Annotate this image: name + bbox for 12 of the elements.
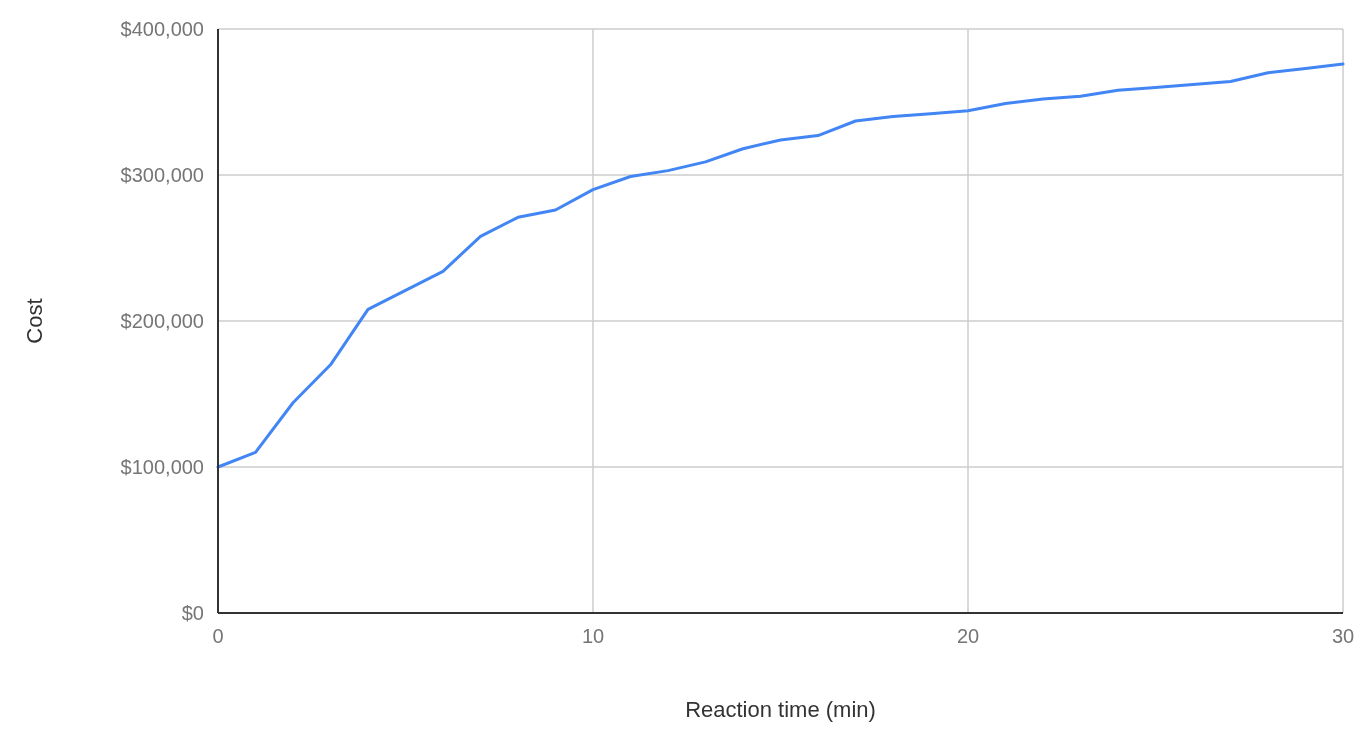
- y-tick-label: $0: [181, 602, 204, 624]
- y-tick-label: $300,000: [120, 164, 204, 186]
- y-tick-label: $400,000: [120, 18, 204, 40]
- y-tick-label: $200,000: [120, 310, 204, 332]
- line-series: [216, 62, 1345, 469]
- y-axis-title: Cost: [22, 298, 47, 344]
- x-tick-label: 0: [212, 625, 224, 647]
- x-tick-label: 20: [956, 625, 980, 647]
- x-axis-title: Reaction time (min): [685, 697, 876, 722]
- y-tick-label: $100,000: [120, 456, 204, 478]
- x-tick-label: 30: [1331, 625, 1355, 647]
- x-tick-label: 10: [581, 625, 605, 647]
